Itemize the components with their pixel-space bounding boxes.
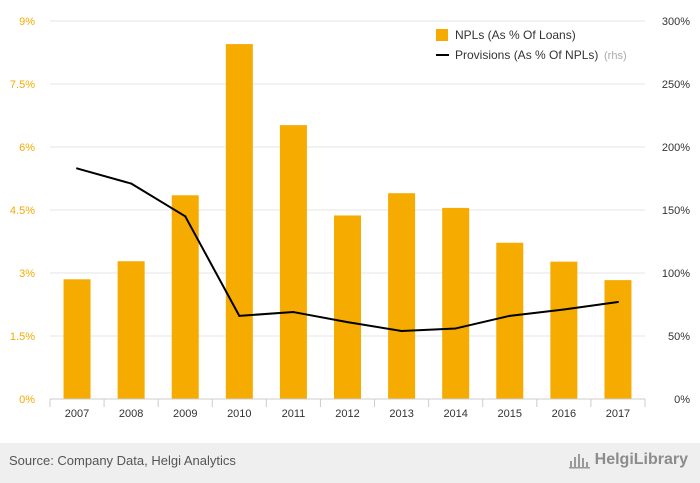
x-tick-label: 2014 [443,408,467,420]
line-point [562,308,565,311]
x-tick-label: 2017 [606,408,630,420]
right-tick-label: 200% [662,142,690,154]
line-point [292,311,295,314]
right-tick-label: 250% [662,79,690,91]
line-point [184,215,187,218]
bar [225,44,253,399]
line-point [130,182,133,185]
line-point [238,314,241,317]
footer: Source: Company Data, Helgi Analytics He… [0,443,700,483]
x-tick-label: 2016 [552,408,576,420]
legend-label-rhs: (rhs) [604,50,627,62]
bar [171,195,199,399]
left-tick-label: 1.5% [10,331,35,343]
brand-name: HelgiLibrary [594,451,688,468]
x-tick-label: 2010 [227,408,251,420]
right-tick-label: 50% [668,331,690,343]
line-point [616,300,619,303]
left-tick-label: 6% [19,142,35,154]
line-point [400,329,403,332]
legend-label-npls: NPLs (As % Of Loans) [455,28,576,42]
right-tick-label: 150% [662,205,690,217]
legend-label-provisions: Provisions (As % Of NPLs) [455,48,598,62]
x-tick-label: 2009 [173,408,197,420]
line-point [76,167,79,170]
left-tick-label: 4.5% [10,205,35,217]
x-tick-label: 2013 [389,408,413,420]
bar [334,215,361,399]
legend-swatch-npls [436,29,448,41]
x-tick-label: 2007 [65,408,89,420]
source-text: Source: Company Data, Helgi Analytics [9,453,236,468]
left-tick-label: 9% [19,16,35,28]
left-tick-label: 3% [19,268,35,280]
bar [604,280,632,399]
bar [496,242,524,399]
bar [279,125,307,399]
x-tick-label: 2008 [119,408,143,420]
line-point [508,314,511,317]
bar [550,261,578,399]
brand[interactable]: HelgiLibrary [568,451,688,469]
bar [63,279,91,399]
left-tick-label: 0% [19,394,35,406]
left-tick-label: 7.5% [10,79,35,91]
bar [117,261,145,399]
right-tick-label: 0% [674,394,690,406]
x-tick-label: 2015 [498,408,522,420]
helgi-library-icon [568,454,590,469]
bar [442,207,470,399]
x-tick-label: 2011 [282,408,306,420]
line-point [454,327,457,330]
right-tick-label: 100% [662,268,690,280]
x-tick-label: 2012 [335,408,359,420]
line-point [346,321,349,324]
chart-svg: 0% 1.5% 3% 4.5% 6% 7.5% 9% 0% 50% 100% 150% 200% 250… [10,16,690,420]
right-tick-label: 300% [662,16,690,28]
bar [388,193,416,399]
